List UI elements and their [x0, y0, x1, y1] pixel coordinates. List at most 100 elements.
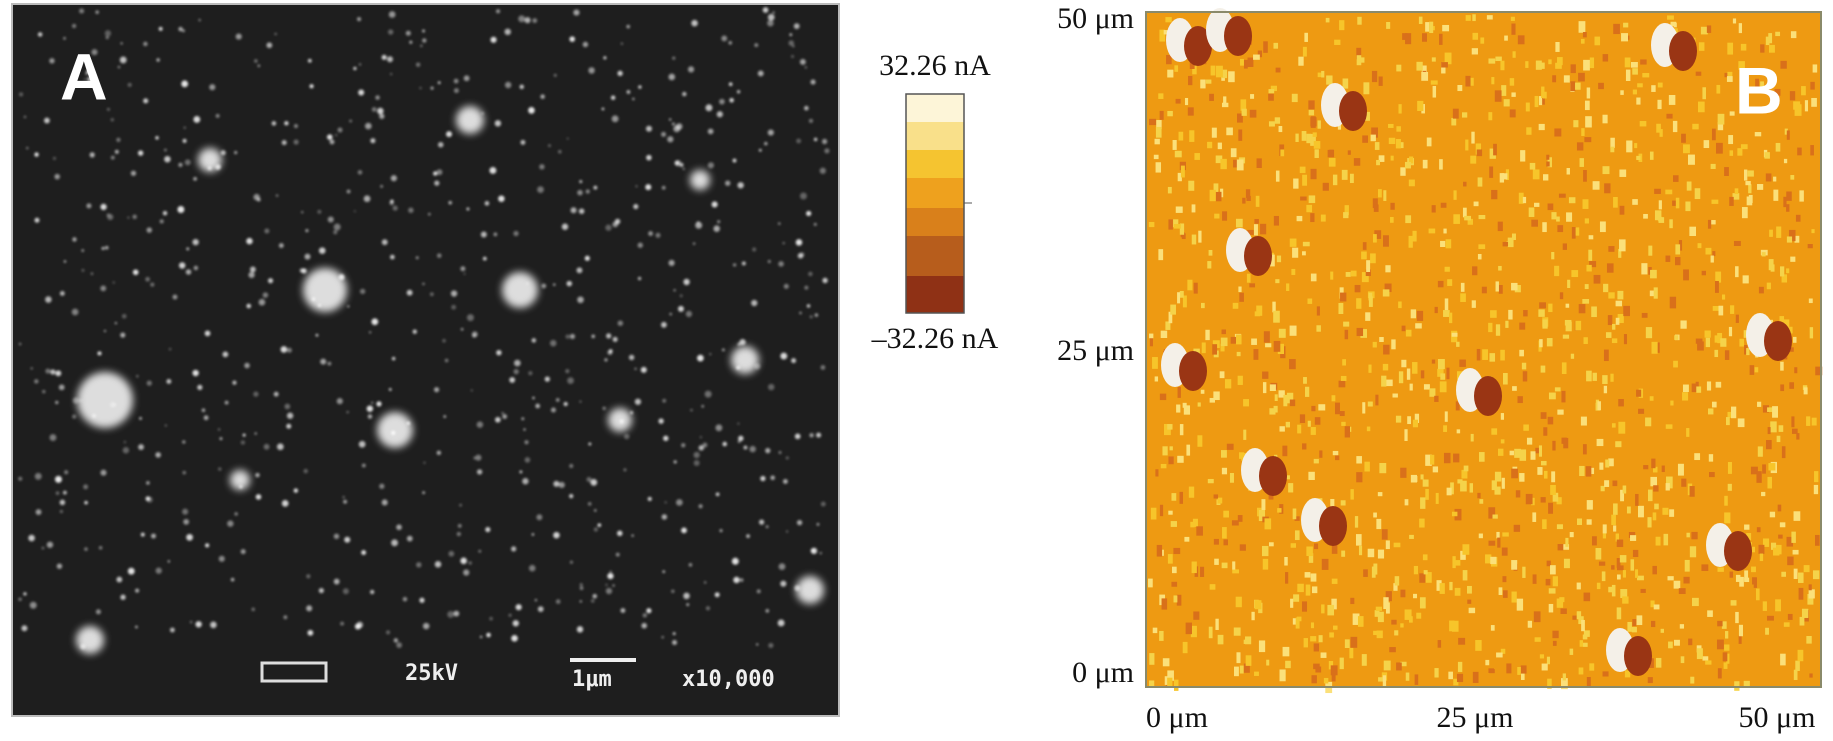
speck: [619, 419, 624, 424]
afm-speck: [1546, 560, 1551, 567]
afm-speck: [1213, 494, 1219, 499]
afm-speck: [1552, 640, 1557, 646]
afm-speck: [1510, 16, 1515, 21]
afm-speck: [1344, 329, 1349, 340]
speck: [496, 9, 501, 14]
afm-texture: [1148, 8, 1823, 694]
afm-speck: [1339, 657, 1344, 670]
afm-speck: [1588, 235, 1594, 240]
speck: [466, 207, 470, 211]
speck: [485, 527, 491, 533]
speck: [274, 32, 277, 36]
afm-speck: [1542, 174, 1549, 181]
speck: [498, 195, 505, 202]
afm-speck: [1575, 82, 1581, 90]
afm-speck: [1808, 584, 1812, 591]
speck: [105, 245, 109, 250]
speck: [563, 402, 568, 407]
afm-speck: [1491, 480, 1497, 491]
afm-speck: [1643, 213, 1648, 219]
speck: [531, 338, 537, 343]
afm-speck: [1222, 211, 1228, 221]
speck: [34, 472, 42, 480]
speck: [672, 639, 678, 646]
afm-speck: [1168, 311, 1173, 324]
afm-speck: [1273, 215, 1279, 226]
afm-speck: [1420, 474, 1424, 480]
afm-speck: [1322, 182, 1329, 191]
afm-speck: [1636, 389, 1642, 397]
speck: [87, 76, 93, 82]
afm-speck: [1768, 44, 1775, 53]
speck: [422, 622, 430, 630]
afm-speck: [1770, 421, 1777, 433]
afm-speck: [1556, 524, 1563, 530]
afm-speck: [1236, 652, 1241, 664]
afm-speck: [1780, 361, 1784, 371]
afm-speck: [1682, 384, 1689, 393]
speck: [756, 589, 761, 594]
afm-speck: [1511, 591, 1517, 603]
speck: [105, 36, 109, 40]
afm-speck: [1289, 238, 1297, 247]
afm-speck: [1552, 630, 1559, 639]
afm-speck: [1786, 236, 1793, 243]
afm-speck: [1155, 162, 1162, 173]
afm-speck: [1702, 656, 1709, 661]
afm-speck: [1479, 499, 1484, 504]
speck: [528, 564, 536, 572]
speck: [420, 44, 423, 47]
afm-speck: [1675, 244, 1681, 255]
afm-speck: [1537, 62, 1545, 69]
speck: [579, 586, 584, 590]
speck: [532, 18, 538, 24]
speck: [81, 268, 85, 272]
speck: [419, 597, 425, 603]
speck: [84, 500, 88, 505]
afm-speck: [1305, 386, 1310, 397]
afm-speck: [1712, 251, 1716, 257]
speck: [716, 111, 723, 118]
afm-speck: [1721, 294, 1726, 300]
afm-speck: [1258, 640, 1266, 653]
afm-speck: [1171, 493, 1177, 501]
afm-speck: [1735, 611, 1739, 624]
afm-speck: [1616, 558, 1621, 568]
speck: [799, 192, 807, 200]
speck: [146, 481, 150, 485]
afm-speck: [1804, 100, 1809, 112]
afm-speck: [1689, 486, 1695, 497]
speck: [317, 209, 322, 214]
speck: [759, 519, 765, 525]
afm-speck: [1559, 597, 1565, 603]
afm-speck: [1500, 349, 1505, 361]
speck: [255, 494, 262, 500]
afm-speck: [1231, 520, 1239, 526]
afm-speck: [1183, 646, 1188, 652]
afm-speck: [1697, 243, 1702, 249]
afm-speck: [1790, 256, 1796, 262]
afm-speck: [1475, 640, 1482, 651]
afm-speck: [1581, 128, 1585, 136]
speck: [594, 509, 597, 512]
speck: [315, 333, 319, 337]
speck: [634, 367, 637, 370]
afm-speck: [1603, 283, 1609, 293]
afm-speck: [1313, 643, 1320, 652]
speck: [578, 208, 585, 214]
afm-speck: [1675, 197, 1680, 209]
speck: [429, 292, 434, 297]
afm-speck: [1595, 399, 1600, 409]
speck: [486, 632, 491, 638]
speck: [248, 271, 255, 279]
speck: [333, 578, 340, 585]
speck: [767, 13, 775, 21]
afm-speck: [1781, 446, 1786, 459]
afm-speck: [1662, 507, 1669, 515]
afm-speck: [1262, 371, 1269, 379]
afm-speck: [1366, 260, 1371, 272]
afm-speck: [1148, 578, 1153, 588]
afm-speck: [1611, 338, 1618, 344]
speck: [146, 496, 153, 503]
afm-speck: [1398, 371, 1404, 384]
